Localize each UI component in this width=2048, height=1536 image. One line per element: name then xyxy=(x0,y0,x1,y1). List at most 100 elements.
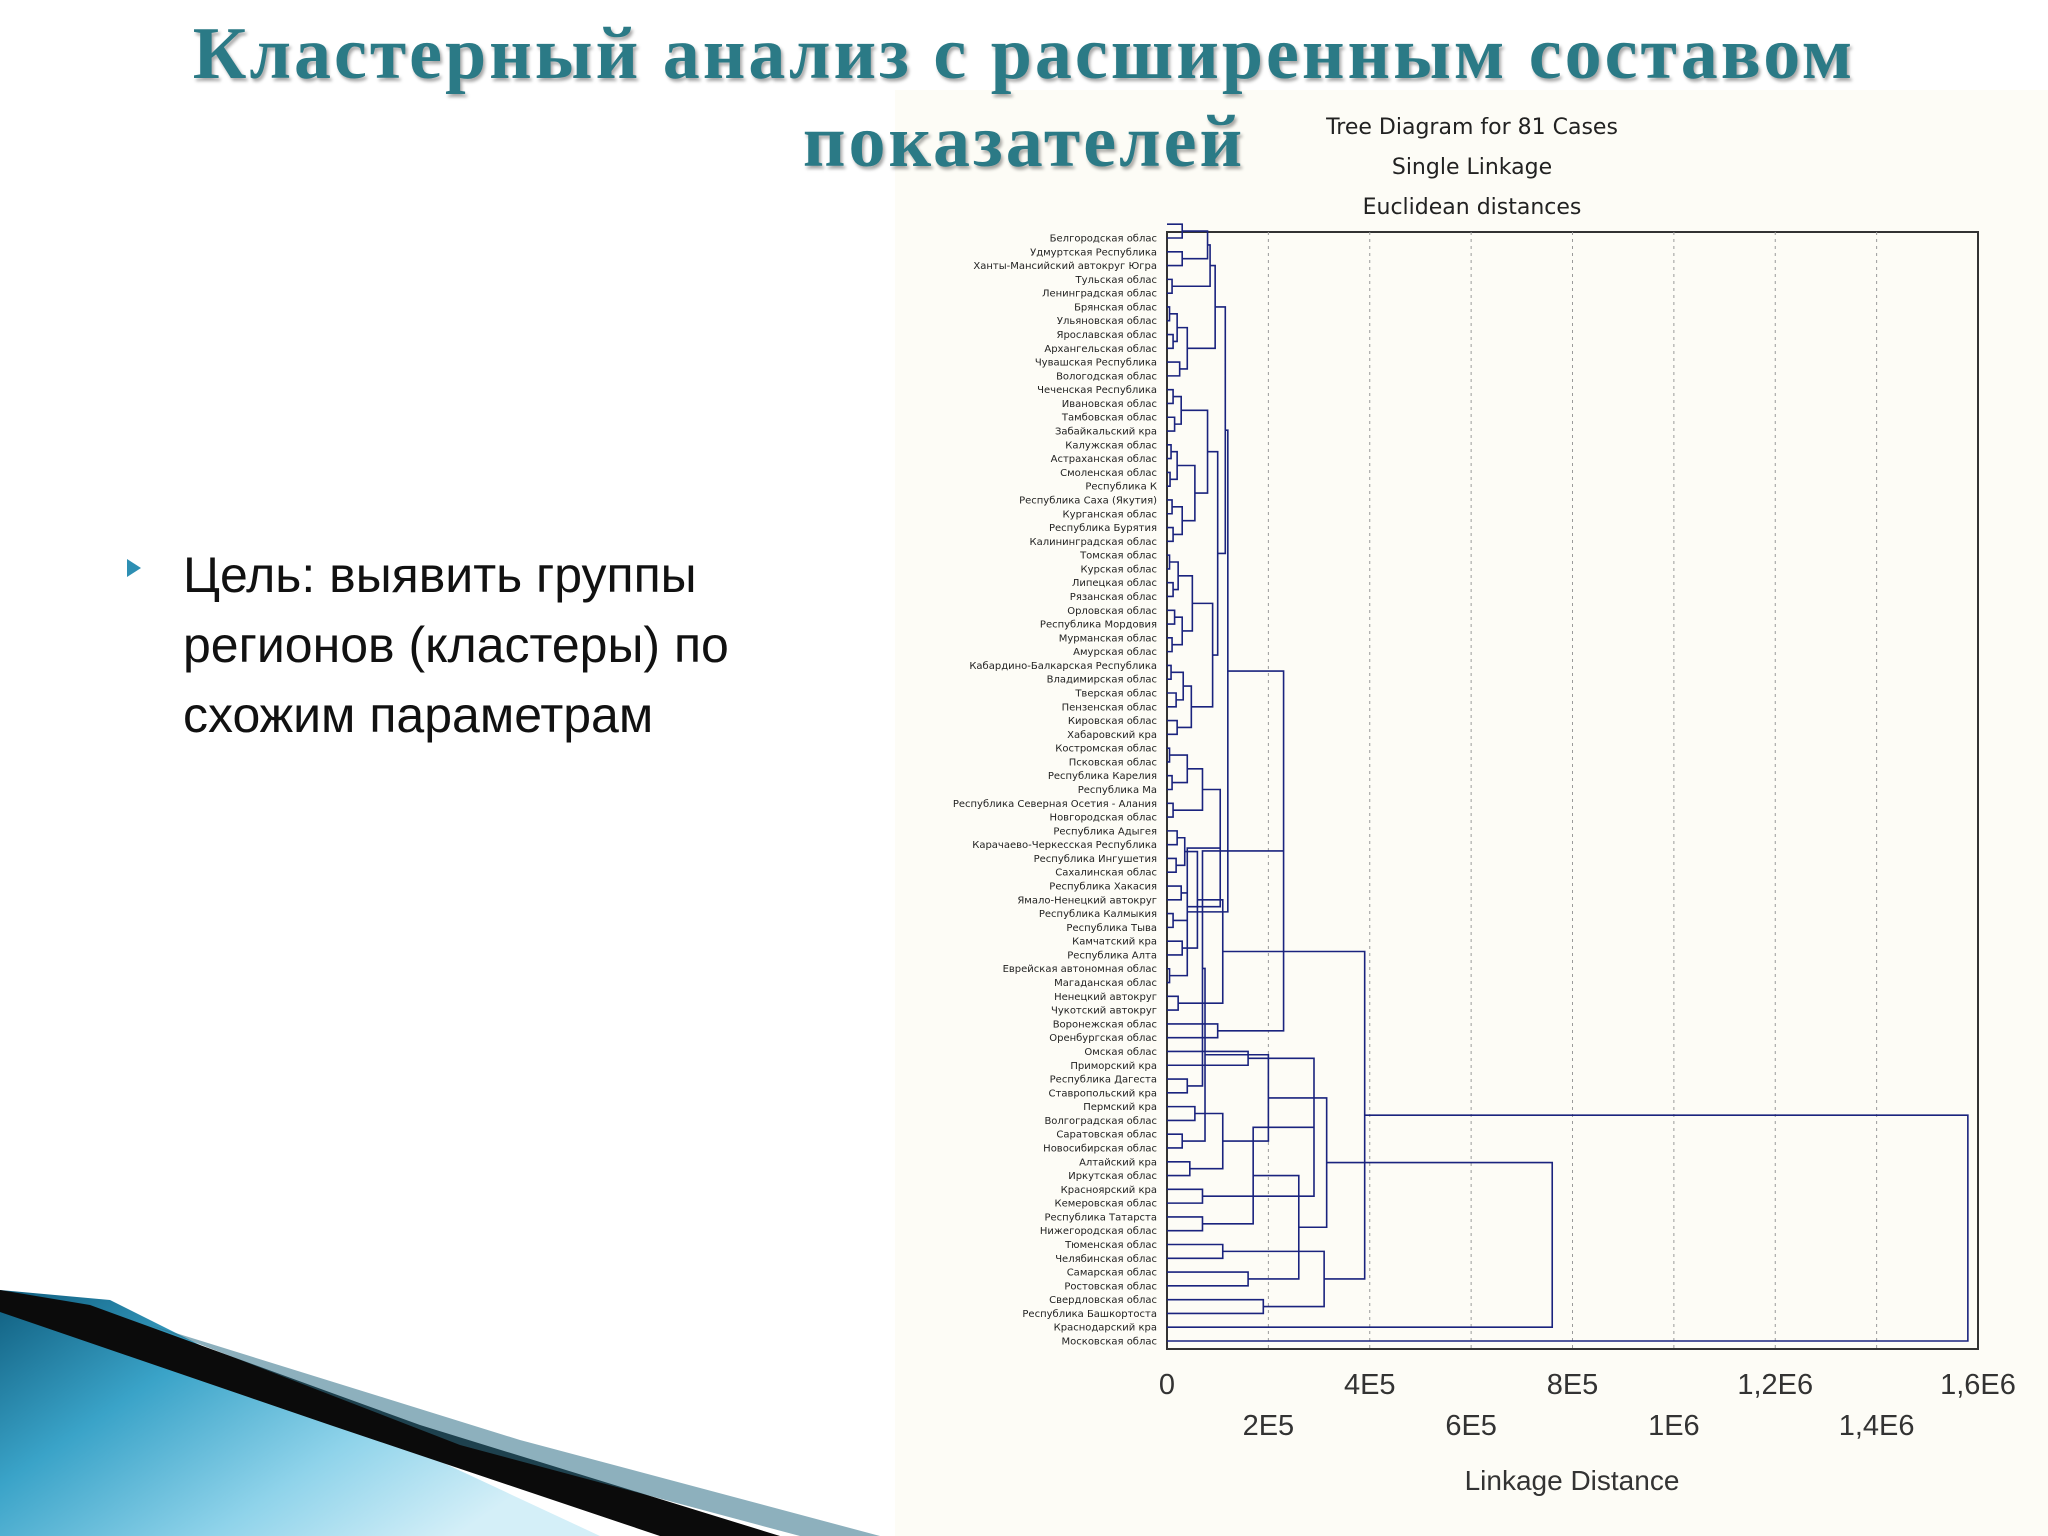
leaf-label: Смоленская облас xyxy=(1060,468,1157,479)
leaf-label: Иркутская облас xyxy=(1068,1171,1157,1182)
leaf-label: Алтайский кра xyxy=(1079,1157,1157,1168)
x-tick-label: 1,2E6 xyxy=(1737,1369,1813,1401)
leaf-label: Еврейская автономная облас xyxy=(1003,964,1157,975)
x-tick-label: 6E5 xyxy=(1445,1410,1497,1442)
leaf-label: Республика Мордовия xyxy=(1040,620,1157,631)
x-tick-label: 0 xyxy=(1159,1369,1175,1401)
leaf-label: Ямало-Ненецкий автокруг xyxy=(1017,895,1157,906)
leaf-label: Белгородская облас xyxy=(1050,234,1157,245)
x-axis-label: Linkage Distance xyxy=(1465,1465,1680,1496)
leaf-label: Воронежская облас xyxy=(1053,1019,1157,1030)
leaf-label: Республика К xyxy=(1085,482,1157,493)
leaf-label: Республика Дагеста xyxy=(1050,1075,1157,1086)
leaf-label: Волгоградская облас xyxy=(1044,1116,1157,1127)
leaf-label: Магаданская облас xyxy=(1054,978,1157,989)
leaf-label: Архангельская облас xyxy=(1044,344,1157,355)
leaf-label: Ивановская облас xyxy=(1062,399,1157,410)
leaf-label: Кемеровская облас xyxy=(1055,1199,1157,1210)
leaf-label: Республика Саха (Якутия) xyxy=(1019,495,1157,506)
leaf-label: Новгородская облас xyxy=(1050,813,1157,824)
leaf-label: Ленинградская облас xyxy=(1042,289,1157,300)
leaf-label: Ульяновская облас xyxy=(1057,316,1157,327)
leaf-label: Республика Калмыкия xyxy=(1039,909,1157,920)
leaf-label: Челябинская облас xyxy=(1055,1254,1157,1265)
leaf-label: Орловская облас xyxy=(1067,606,1157,617)
leaf-label: Тамбовская облас xyxy=(1061,413,1157,424)
bullet-list: Цель: выявить группы регионов (кластеры)… xyxy=(125,540,845,750)
chart-subtitle-distance: Euclidean distances xyxy=(1363,195,1582,220)
leaf-label: Липецкая облас xyxy=(1072,578,1157,589)
leaf-label: Чувашская Республика xyxy=(1035,358,1157,369)
dendrogram-branches xyxy=(1167,223,1969,1342)
leaf-label: Республика Хакасия xyxy=(1049,882,1157,893)
plot-frame xyxy=(1166,231,1979,1350)
leaf-label: Кабардино-Балкарская Республика xyxy=(969,661,1157,672)
leaf-label: Карачаево-Черкесская Республика xyxy=(972,840,1157,851)
leaf-label: Республика Башкортоста xyxy=(1022,1309,1157,1320)
leaf-label: Удмуртская Республика xyxy=(1030,247,1157,258)
leaf-label: Красноярский кра xyxy=(1061,1185,1157,1196)
chart-title: Tree Diagram for 81 Cases xyxy=(1325,115,1618,140)
leaf-label: Калужская облас xyxy=(1065,440,1157,451)
leaf-label: Астраханская облас xyxy=(1051,454,1157,465)
leaf-label: Московская облас xyxy=(1062,1337,1157,1348)
leaf-label: Камчатский кра xyxy=(1072,937,1157,948)
leaf-label: Чеченская Республика xyxy=(1037,385,1157,396)
leaf-label: Республика Бурятия xyxy=(1049,523,1157,534)
leaf-label: Вологодская облас xyxy=(1056,371,1157,382)
leaf-label: Владимирская облас xyxy=(1047,675,1157,686)
leaf-label: Самарская облас xyxy=(1067,1268,1157,1279)
leaf-label: Новосибирская облас xyxy=(1043,1143,1157,1154)
x-tick-label: 1,4E6 xyxy=(1839,1410,1915,1442)
leaf-label: Забайкальский кра xyxy=(1055,427,1157,438)
leaf-label: Ненецкий автокруг xyxy=(1054,992,1157,1003)
x-tick-label: 1E6 xyxy=(1648,1410,1700,1442)
leaf-label: Республика Адыгея xyxy=(1053,826,1157,837)
leaf-label: Нижегородская облас xyxy=(1040,1226,1157,1237)
leaf-label: Курганская облас xyxy=(1063,509,1157,520)
leaf-label: Приморский кра xyxy=(1070,1061,1157,1072)
slide-title: Кластерный анализ с расширенным составом… xyxy=(192,13,1856,183)
leaf-label: Республика Алта xyxy=(1067,950,1157,961)
x-tick-label: 2E5 xyxy=(1243,1410,1295,1442)
leaf-label: Саратовская облас xyxy=(1056,1130,1157,1141)
triangle-bullet-icon xyxy=(127,559,141,577)
leaf-label: Томская облас xyxy=(1079,551,1157,562)
leaf-label: Омская облас xyxy=(1084,1047,1157,1058)
leaf-label: Краснодарский кра xyxy=(1054,1323,1157,1334)
leaf-label: Чукотский автокруг xyxy=(1051,1006,1157,1017)
leaf-label: Свердловская облас xyxy=(1049,1295,1157,1306)
bullet-item: Цель: выявить группы регионов (кластеры)… xyxy=(125,540,845,750)
leaf-label: Брянская облас xyxy=(1074,302,1157,313)
leaf-label: Ростовская облас xyxy=(1064,1281,1157,1292)
leaf-label: Мурманская облас xyxy=(1059,633,1157,644)
x-tick-label: 8E5 xyxy=(1547,1369,1599,1401)
leaf-label: Тверская облас xyxy=(1074,688,1157,699)
chart-subtitle-linkage: Single Linkage xyxy=(1392,155,1552,180)
x-tick-label: 1,6E6 xyxy=(1940,1369,2016,1401)
leaf-label: Оренбургская облас xyxy=(1049,1033,1157,1044)
leaf-label: Сахалинская облас xyxy=(1055,868,1157,879)
dendrogram-chart: Tree Diagram for 81 Cases Single Linkage… xyxy=(953,115,2016,1496)
leaf-label: Республика Ма xyxy=(1078,785,1157,796)
leaf-label: Рязанская облас xyxy=(1070,592,1157,603)
dendrogram-panel: Tree Diagram for 81 Cases Single Linkage… xyxy=(895,90,2048,1536)
leaf-label: Тульская облас xyxy=(1075,275,1157,286)
leaf-label: Республика Северная Осетия - Алания xyxy=(953,799,1157,810)
leaf-label: Тюменская облас xyxy=(1064,1240,1157,1251)
leaf-label: Республика Татарста xyxy=(1044,1212,1157,1223)
leaf-label: Пермский кра xyxy=(1083,1102,1157,1113)
leaf-label: Костромская облас xyxy=(1055,744,1157,755)
leaf-label: Республика Карелия xyxy=(1048,771,1157,782)
bullet-text: Цель: выявить группы регионов (кластеры)… xyxy=(183,547,729,743)
leaf-label: Республика Тыва xyxy=(1066,923,1157,934)
leaf-label: Амурская облас xyxy=(1073,647,1157,658)
leaf-label: Хабаровский кра xyxy=(1067,730,1157,741)
leaf-label: Калининградская облас xyxy=(1030,537,1158,548)
leaf-label: Ханты-Мансийский автокруг Югра xyxy=(973,261,1157,272)
leaf-label: Кировская облас xyxy=(1068,716,1157,727)
leaf-label: Ярославская облас xyxy=(1057,330,1158,341)
x-tick-label: 4E5 xyxy=(1344,1369,1396,1401)
leaf-label: Пензенская облас xyxy=(1062,702,1157,713)
